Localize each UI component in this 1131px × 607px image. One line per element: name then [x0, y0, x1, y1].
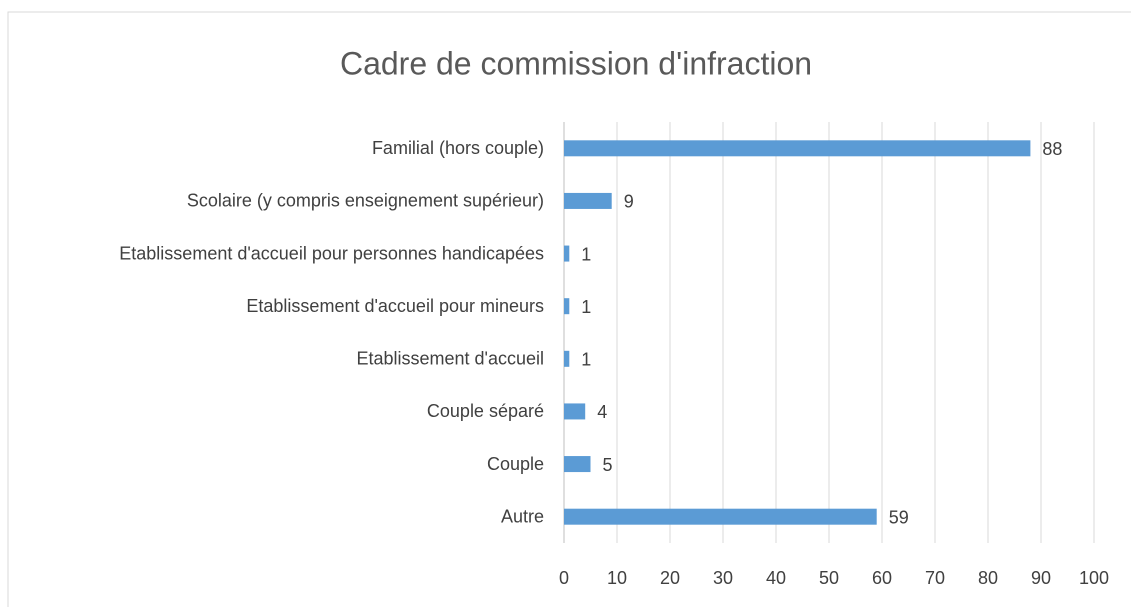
data-label: 4 [597, 402, 607, 422]
chart-title: Cadre de commission d'infraction [340, 45, 812, 81]
x-tick-label: 50 [819, 568, 839, 588]
y-tick-label: Autre [501, 506, 544, 526]
x-tick-label: 30 [713, 568, 733, 588]
bar [564, 403, 586, 420]
chart-border [7, 11, 1131, 607]
bar [564, 298, 570, 315]
bar [564, 508, 877, 525]
x-tick-label: 40 [766, 568, 786, 588]
y-tick-label: Couple [487, 454, 544, 474]
bar [564, 140, 1031, 157]
y-tick-label: Etablissement d'accueil pour personnes h… [119, 243, 544, 263]
x-tick-label: 0 [559, 568, 569, 588]
x-tick-label: 100 [1079, 568, 1109, 588]
x-tick-label: 90 [1031, 568, 1051, 588]
data-label: 1 [581, 244, 591, 264]
y-tick-label: Couple séparé [427, 401, 544, 421]
y-tick-label: Familial (hors couple) [372, 138, 544, 158]
data-label: 59 [889, 507, 909, 527]
bar [564, 245, 570, 262]
bar [564, 350, 570, 367]
y-tick-label: Scolaire (y compris enseignement supérie… [187, 191, 544, 211]
x-tick-label: 80 [978, 568, 998, 588]
x-tick-label: 20 [660, 568, 680, 588]
x-tick-label: 70 [925, 568, 945, 588]
x-tick-label: 60 [872, 568, 892, 588]
y-tick-label: Etablissement d'accueil [356, 349, 544, 369]
y-tick-label: Etablissement d'accueil pour mineurs [246, 296, 544, 316]
data-label: 9 [624, 192, 634, 212]
data-label: 88 [1042, 139, 1062, 159]
x-tick-label: 10 [607, 568, 627, 588]
data-label: 1 [581, 350, 591, 370]
bar [564, 456, 591, 473]
bar [564, 192, 612, 209]
data-label: 1 [581, 297, 591, 317]
data-label: 5 [603, 455, 613, 475]
